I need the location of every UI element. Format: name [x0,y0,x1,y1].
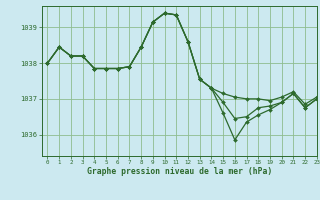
X-axis label: Graphe pression niveau de la mer (hPa): Graphe pression niveau de la mer (hPa) [87,167,272,176]
